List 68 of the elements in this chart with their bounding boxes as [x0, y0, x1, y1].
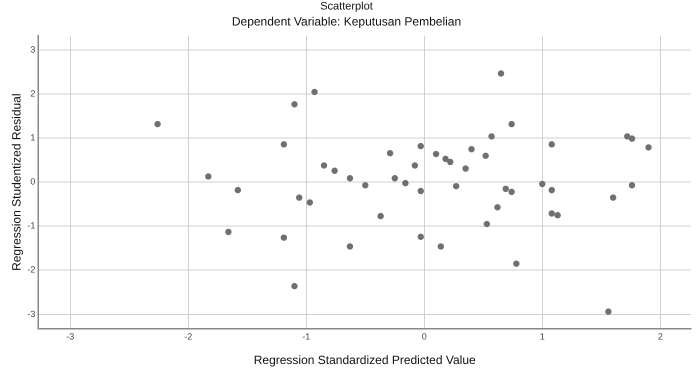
point [548, 210, 555, 217]
point [468, 146, 475, 152]
point [225, 228, 232, 236]
point [296, 194, 302, 201]
point [484, 220, 490, 228]
point [418, 188, 424, 194]
point [362, 182, 368, 188]
point [320, 162, 328, 169]
point [628, 182, 636, 188]
point [488, 133, 495, 140]
point [482, 152, 489, 159]
point [539, 180, 546, 188]
y-tick-label: 1 [30, 132, 36, 143]
point [548, 141, 555, 148]
point [331, 168, 338, 174]
point [554, 212, 561, 218]
y-tick-label: -1 [27, 220, 36, 231]
y-tick-label: -2 [27, 264, 36, 275]
x-tick-label: 0 [422, 332, 427, 342]
point [205, 173, 212, 180]
point [412, 162, 418, 169]
point [234, 186, 242, 194]
point [610, 194, 616, 201]
x-tick-label: 2 [658, 332, 663, 342]
point [402, 180, 409, 186]
point [346, 243, 354, 250]
point [306, 199, 314, 206]
point [438, 243, 444, 250]
chart-subtitle: Dependent Variable: Keputusan Pembelian [232, 14, 462, 29]
point [494, 204, 501, 210]
point [502, 186, 509, 192]
y-tick-label: 3 [30, 44, 36, 55]
point [291, 101, 298, 108]
x-axis-title: Regression Standardized Predicted Value [254, 353, 476, 368]
point [508, 120, 515, 128]
point [386, 150, 394, 156]
y-axis-title: Regression Studentized Residual [10, 93, 24, 271]
point [392, 175, 398, 182]
chart-title: Scatterplot [320, 0, 373, 13]
point [548, 186, 555, 194]
point [280, 234, 288, 241]
point [508, 188, 515, 196]
point [291, 282, 298, 290]
point [452, 182, 460, 190]
point [498, 70, 504, 77]
point [432, 150, 440, 158]
y-tick-label: -3 [27, 308, 36, 319]
point [645, 144, 652, 151]
point [418, 142, 424, 150]
point [280, 141, 288, 148]
x-tick-label: -2 [184, 332, 192, 342]
point [154, 120, 161, 128]
point [624, 133, 630, 140]
point [513, 260, 520, 267]
point [447, 158, 454, 166]
x-tick-label: -1 [302, 332, 310, 342]
point [462, 165, 469, 172]
x-tick-label: -3 [66, 332, 74, 342]
point [418, 234, 424, 240]
point [628, 135, 636, 142]
x-tick-label: 1 [540, 332, 545, 342]
point [442, 156, 449, 162]
point [346, 175, 354, 182]
point [605, 308, 612, 315]
point [311, 88, 318, 96]
point [377, 212, 384, 220]
y-tick-label: 2 [30, 88, 36, 99]
y-tick-label: 0 [30, 176, 36, 187]
